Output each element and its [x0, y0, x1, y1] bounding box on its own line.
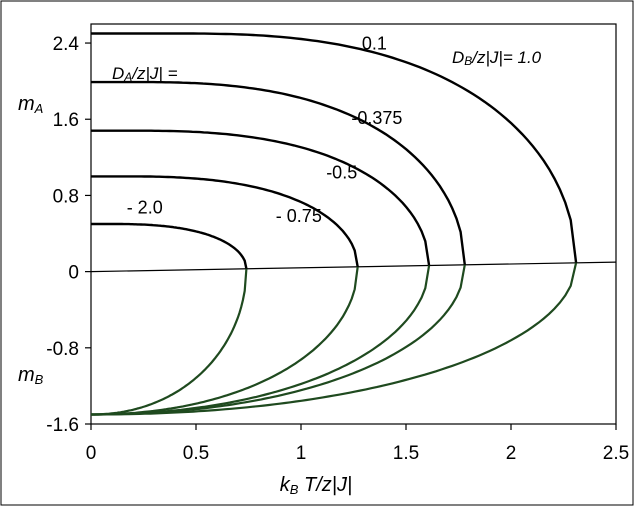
- x-axis-ticks: 0 0.5 1 1.5 2 2.5: [86, 424, 629, 464]
- series-upper-1: [91, 80, 466, 265]
- annotation-left: DA/z|J| =: [112, 64, 178, 84]
- series-lower-3: [91, 266, 359, 416]
- y-label-upper: mA: [18, 93, 43, 116]
- x-tick-label: 1.5: [393, 443, 419, 464]
- baseline: [90, 261, 617, 273]
- series-label: -0.5: [326, 162, 357, 182]
- series-lower-4: [91, 268, 248, 416]
- series-upper-3: [91, 175, 359, 268]
- series-upper-4: [91, 222, 248, 270]
- annotation-right: DB/z|J|= 1.0: [452, 48, 542, 68]
- x-tick-label: 0.5: [183, 443, 209, 464]
- curves: [91, 32, 578, 416]
- series-upper-2: [91, 129, 431, 266]
- series-upper-0: [91, 32, 578, 263]
- y-label-lower: mB: [18, 364, 44, 387]
- y-tick-label: 2.4: [53, 34, 80, 55]
- baseline-line: [90, 261, 617, 273]
- series-label: - 2.0: [127, 198, 163, 218]
- x-tick-label: 1: [296, 443, 307, 464]
- x-tick-label: 0: [86, 443, 97, 464]
- series-label: - 0.75: [276, 206, 322, 226]
- y-tick-label: -1.6: [46, 415, 79, 436]
- series-labels: 0.1 -0.375 -0.5 - 0.75 - 2.0: [127, 34, 403, 226]
- y-tick-label: 0.8: [53, 186, 79, 207]
- y-tick-label: 0: [68, 263, 79, 284]
- y-tick-label: 1.6: [53, 110, 79, 131]
- x-axis-label: kB T/z|J|: [280, 474, 352, 497]
- x-tick-label: 2: [506, 443, 517, 464]
- y-tick-label: -0.8: [46, 339, 79, 360]
- series-label: 0.1: [362, 34, 387, 54]
- series-label: -0.375: [351, 108, 402, 128]
- y-axis-ticks: 2.4 1.6 0.8 0 -0.8 -1.6: [46, 34, 91, 436]
- x-tick-label: 2.5: [603, 443, 629, 464]
- plot-area: [90, 23, 617, 425]
- series-lower-0: [91, 262, 578, 416]
